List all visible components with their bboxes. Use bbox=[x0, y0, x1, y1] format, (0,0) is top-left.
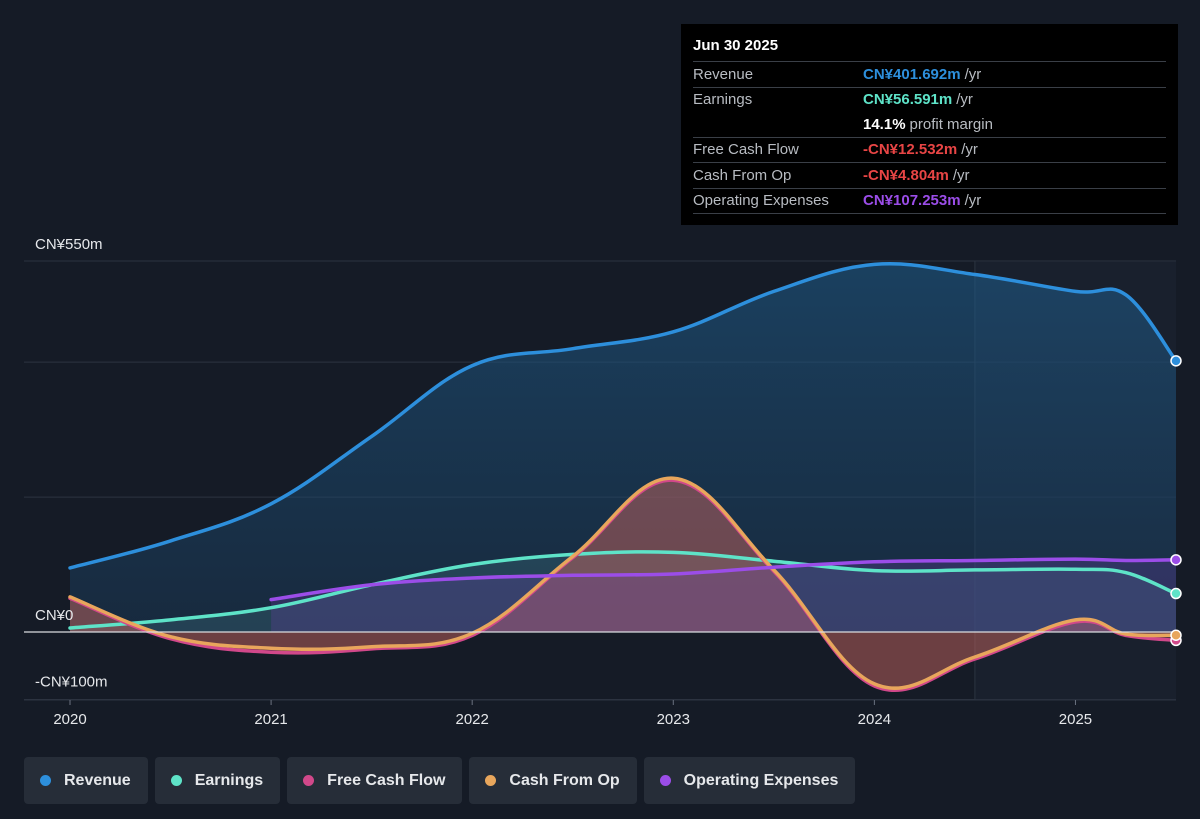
tooltip-row: Earnings CN¥56.591m/yr bbox=[693, 86, 1166, 113]
revenue-end-point bbox=[1170, 355, 1182, 367]
free-cash-flow-area bbox=[70, 480, 1176, 691]
cash-from-op-area bbox=[70, 478, 1176, 689]
series-end-markers bbox=[1170, 355, 1182, 647]
tooltip-date: Jun 30 2025 bbox=[693, 37, 779, 54]
tooltip-row-value: CN¥107.253m bbox=[863, 192, 961, 210]
legend-dot-icon bbox=[485, 775, 497, 786]
tooltip-row-unit: /yr bbox=[956, 91, 973, 109]
tooltip-rows: Revenue CN¥401.692m/yr Earnings CN¥56.591m /… bbox=[693, 61, 1166, 214]
legend-dot-icon bbox=[303, 775, 315, 786]
legend-label: Earnings bbox=[194, 771, 264, 789]
tooltip-row-unit: /yr bbox=[952, 166, 970, 184]
y-tick-label: -CN¥100m bbox=[35, 673, 108, 690]
y-axis-labels: CN¥550m CN¥0 -CN¥100m bbox=[35, 236, 108, 690]
tooltip-row-label: Revenue bbox=[693, 65, 754, 83]
tooltip-row: Free Cash Flow -CN¥12.532m/yr bbox=[693, 136, 1166, 163]
legend-item-cash-from-op[interactable]: Cash From Op bbox=[469, 757, 637, 804]
legend-item-revenue[interactable]: Revenue bbox=[24, 757, 148, 804]
tooltip-row-unit: /yr bbox=[961, 141, 978, 159]
legend-dot-icon bbox=[659, 775, 671, 786]
tooltip-row-unit: /yr bbox=[964, 192, 982, 210]
cash-from-op-line bbox=[68, 476, 1178, 690]
tooltip-row-label: Earnings bbox=[693, 91, 753, 109]
tooltip-row-value: 14.1% bbox=[863, 115, 906, 133]
legend-item-free-cash-flow[interactable]: Free Cash Flow bbox=[287, 757, 463, 804]
legend-label: Free Cash Flow bbox=[327, 771, 446, 789]
tooltip-row-unit: profit margin bbox=[909, 115, 993, 133]
x-tick-label: 2024 bbox=[858, 711, 891, 728]
tooltip-row-value: -CN¥12.532m bbox=[863, 141, 958, 159]
legend-label: Cash From Op bbox=[509, 771, 620, 789]
legend-dot-icon bbox=[40, 775, 51, 786]
tooltip-row-label: Cash From Op bbox=[693, 166, 792, 184]
legend-dot-icon bbox=[170, 775, 182, 786]
earnings-line bbox=[68, 550, 1178, 630]
legend-item-operating-expenses[interactable]: Operating Expenses bbox=[643, 757, 856, 804]
tooltip-row: Cash From Op -CN¥4.804m/yr bbox=[693, 162, 1166, 188]
revenue-area bbox=[70, 263, 1176, 632]
legend-item-earnings[interactable]: Earnings bbox=[154, 757, 281, 804]
tooltip-row-label: Operating Expenses bbox=[693, 192, 829, 210]
legend: Revenue Earnings Free Cash Flow Cash From O… bbox=[24, 757, 856, 804]
series-areas bbox=[70, 263, 1177, 691]
tooltip-row-value: -CN¥4.804m bbox=[863, 166, 949, 184]
revenue-line bbox=[68, 262, 1178, 570]
free-cash-flow-line bbox=[68, 478, 1178, 693]
legend-label: Operating Expenses bbox=[683, 771, 839, 789]
legend-label: Revenue bbox=[64, 771, 131, 789]
tooltip-panel: Jun 30 2025 Revenue CN¥401.692m/yr Earning… bbox=[681, 24, 1178, 225]
tooltip-row: 14.1% profit margin bbox=[693, 112, 1166, 137]
tooltip-row-value: CN¥401.692m bbox=[863, 65, 961, 83]
x-tick-label: 2021 bbox=[254, 711, 287, 728]
operating-expenses-end-point bbox=[1170, 554, 1182, 566]
x-tick-label: 2023 bbox=[657, 711, 690, 728]
y-tick-label: CN¥550m bbox=[35, 236, 103, 253]
tooltip-row-value: CN¥56.591m bbox=[863, 91, 953, 109]
tooltip-row: Operating Expenses CN¥107.253m/yr bbox=[693, 187, 1166, 214]
cash-from-op-end-point bbox=[1170, 629, 1182, 641]
earnings-end-point bbox=[1170, 587, 1182, 600]
tooltip-row: Revenue CN¥401.692m/yr bbox=[693, 61, 1166, 87]
series-lines bbox=[24, 262, 1178, 693]
x-tick-label: 2022 bbox=[455, 711, 488, 728]
x-axis-labels: 2020 2021 2022 2023 2024 2025 bbox=[24, 699, 1176, 728]
tooltip-row-unit: /yr bbox=[964, 65, 982, 83]
tooltip-row-label: Free Cash Flow bbox=[693, 141, 799, 159]
x-tick-label: 2025 bbox=[1059, 711, 1092, 728]
y-tick-label: CN¥0 bbox=[35, 607, 73, 624]
x-tick-label: 2020 bbox=[53, 711, 86, 728]
operating-expenses-line bbox=[269, 557, 1178, 602]
